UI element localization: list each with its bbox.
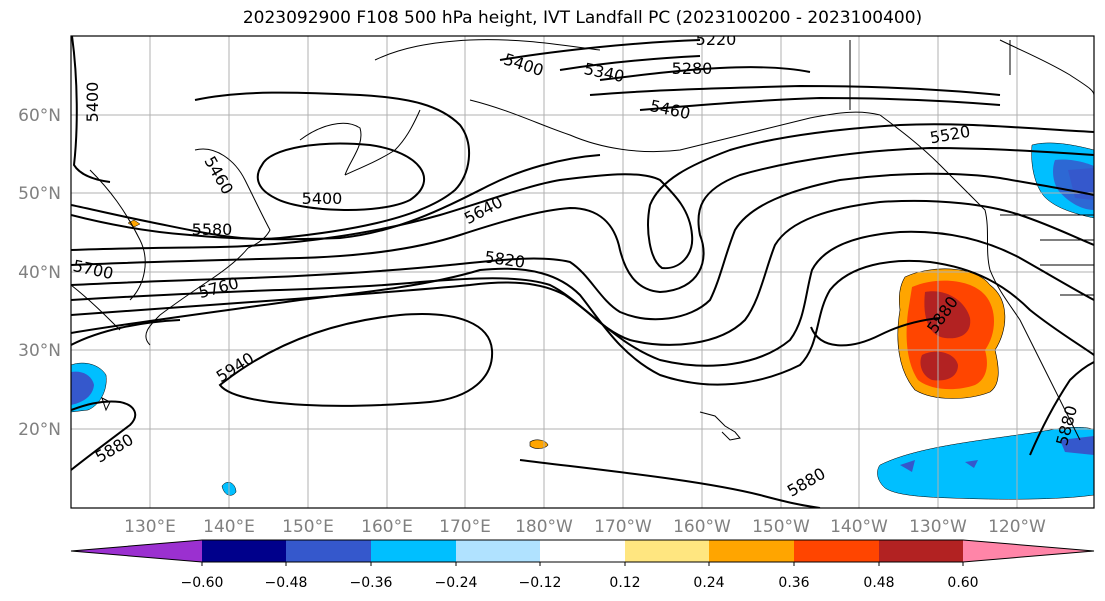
coastlines: [71, 39, 1094, 441]
lat-label: 40°N: [18, 263, 61, 283]
colorbar-tick-label: −0.60: [181, 575, 224, 591]
colorbar-segment: [879, 540, 963, 562]
colorbar-tick-label: 0.24: [693, 575, 724, 591]
colorbar-tick-label: 0.12: [609, 575, 640, 591]
colorbar-tick-label: −0.48: [265, 575, 308, 591]
colorbar-tick-label: 0.36: [778, 575, 809, 591]
lon-label: 140°E: [203, 517, 255, 537]
lon-label: 160°W: [673, 517, 731, 537]
colorbar-segment: [625, 540, 709, 562]
contour-label: 5400: [302, 189, 343, 208]
ivt-negative-region: [71, 362, 107, 413]
lon-label: 170°W: [594, 517, 652, 537]
colorbar-tick-label: 0.60: [947, 575, 978, 591]
colorbar-segment: [794, 540, 879, 562]
colorbar-tick-label: −0.36: [350, 575, 393, 591]
colorbar: [70, 539, 1095, 566]
colorbar-segment: [963, 540, 1094, 562]
lat-label: 60°N: [18, 106, 61, 126]
ivt-negative-region: [1031, 142, 1094, 219]
longitude-labels: 130°E 140°E 150°E 160°E 170°E 180°W 170°…: [124, 517, 1046, 537]
lat-label: 30°N: [18, 341, 61, 361]
lon-label: 130°W: [909, 517, 967, 537]
map-frame: [70, 35, 1095, 509]
latitude-labels: 60°N 50°N 40°N 30°N 20°N: [18, 106, 61, 440]
height-contours: [71, 36, 1094, 508]
lat-label: 20°N: [18, 420, 61, 440]
colorbar-tick-label: −0.12: [519, 575, 562, 591]
colorbar-segment: [456, 540, 540, 562]
map-title: 2023092900 F108 500 hPa height, IVT Land…: [242, 8, 923, 28]
contour-label: 5220: [696, 30, 737, 49]
lon-label: 150°E: [282, 517, 334, 537]
colorbar-labels: −0.60 −0.48 −0.36 −0.24 −0.12 0.12 0.24 …: [181, 575, 979, 591]
contour-label: 5400: [83, 82, 102, 123]
lon-label: 170°E: [439, 517, 491, 537]
colorbar-segment: [286, 540, 371, 562]
colorbar-segment: [709, 540, 794, 562]
lon-label: 130°E: [124, 517, 176, 537]
map-panel: 5400 5460 5400 5580 5700 5760 5940 5880 …: [71, 30, 1094, 508]
lon-label: 120°W: [988, 517, 1046, 537]
colorbar-segment: [371, 540, 456, 562]
ivt-negative-region: [877, 427, 1094, 500]
lon-label: 180°W: [515, 517, 573, 537]
contour-label: 5280: [672, 59, 713, 78]
ivt-positive-region: [897, 268, 1006, 399]
lon-label: 140°W: [830, 517, 888, 537]
colorbar-tick-label: 0.48: [863, 575, 894, 591]
colorbar-segment: [540, 540, 625, 562]
colorbar-segment: [71, 540, 202, 562]
lat-label: 50°N: [18, 184, 61, 204]
lon-label: 150°W: [752, 517, 810, 537]
colorbar-tick-label: −0.24: [435, 575, 478, 591]
contour-label: 5580: [192, 220, 233, 239]
colorbar-segment: [202, 540, 286, 562]
gridlines: [71, 36, 1094, 508]
lon-label: 160°E: [361, 517, 413, 537]
